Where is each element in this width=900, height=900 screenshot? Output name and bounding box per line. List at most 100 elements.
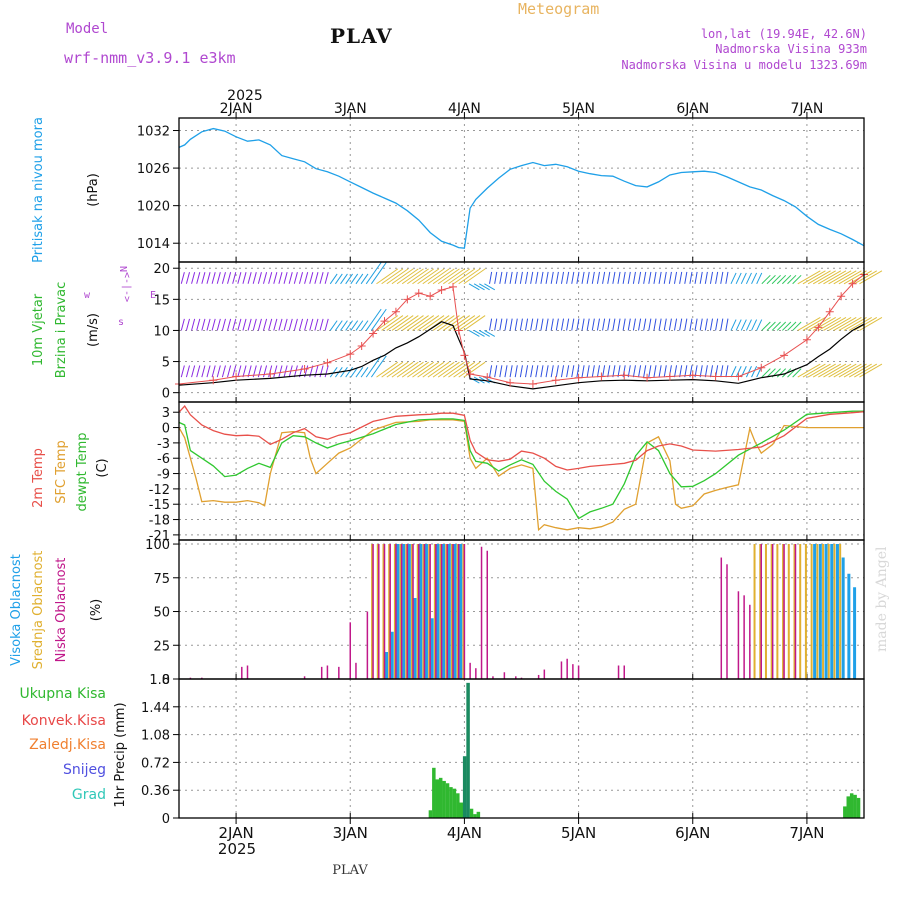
wind-barb <box>489 365 493 378</box>
wind-barb <box>787 321 797 331</box>
wind-barb <box>525 271 529 284</box>
wind-barb <box>252 318 257 331</box>
wind-title-2: Brzina i Pravac <box>54 282 69 379</box>
wind-barb <box>257 272 262 284</box>
wind-gust-marker <box>300 365 309 374</box>
precip-bar <box>442 780 446 818</box>
wind-barb <box>586 318 590 331</box>
wind-gust-marker <box>506 378 515 387</box>
wind-gust-marker <box>780 351 789 360</box>
wind-barb <box>735 272 742 284</box>
wind-barb <box>268 318 273 331</box>
y-tick-label: 1.8 <box>149 673 170 688</box>
top-date-labels: 2JAN 3JAN 4JAN 5JAN 6JAN 7JAN <box>220 101 824 117</box>
wind-barb <box>412 361 435 378</box>
wind-barb <box>412 315 435 331</box>
wind-barb <box>463 268 486 285</box>
wind-barb <box>376 268 399 285</box>
wind-barb <box>602 365 606 378</box>
wind-barb <box>432 361 455 378</box>
wind-gust-marker <box>688 371 697 380</box>
wind-barb <box>324 365 329 378</box>
wind-barb <box>360 366 369 378</box>
wind-gust-marker <box>814 323 823 332</box>
cloud-panel: 100 75 50 25 0 <box>145 538 864 688</box>
wind-barb <box>396 315 419 331</box>
wind-barb <box>196 365 201 378</box>
top-year: 2025 <box>227 88 263 104</box>
wind-barb <box>422 315 445 331</box>
wind-barb <box>391 361 414 378</box>
wind-barb <box>191 272 196 284</box>
precip-bar <box>853 794 857 818</box>
wind-barb <box>422 361 445 378</box>
precip-legend-item: Snijeg <box>63 762 106 778</box>
wind-barb <box>833 270 857 285</box>
wind-barb <box>401 361 424 378</box>
precip-legend-item: Grad <box>72 787 106 803</box>
wind-barb <box>792 274 802 285</box>
wind-barb <box>715 271 719 284</box>
precip-legend: Ukupna Kisa Konvek.Kisa Zaledj.Kisa Snijeg G… <box>19 686 106 803</box>
pressure-line <box>178 127 865 249</box>
wind-barb <box>360 320 369 331</box>
wind-barb <box>751 319 758 331</box>
wind-barb <box>314 318 319 331</box>
wind-barb <box>638 365 642 378</box>
wind-barb <box>709 365 714 378</box>
wind-barb <box>509 318 513 331</box>
precip-legend-item: Ukupna Kisa <box>19 686 106 702</box>
wind-gust-marker <box>802 335 811 344</box>
pressure-title: Pritisak na nivou mora <box>31 117 46 263</box>
pressure-ylabel: (hPa) <box>86 173 101 207</box>
wind-barb <box>227 365 232 378</box>
wind-barb <box>278 365 283 378</box>
wind-barb <box>180 318 185 331</box>
precip-legend-item: Konvek.Kisa <box>22 713 106 729</box>
wind-barb <box>458 268 481 285</box>
wind-barb <box>365 262 382 285</box>
wind-barb <box>596 318 600 331</box>
wind-barb <box>838 363 862 378</box>
wind-barb <box>576 271 580 284</box>
wind-barb <box>221 365 226 378</box>
footer-station: PLAV <box>332 863 368 878</box>
wind-barb <box>761 321 771 331</box>
wind-barb <box>504 365 508 378</box>
wind-barb <box>802 270 826 285</box>
wind-barb <box>658 365 662 378</box>
wind-barb <box>838 317 862 331</box>
wind-barb <box>298 318 304 331</box>
wind-barb <box>273 365 278 378</box>
wind-barb <box>206 365 211 378</box>
top-date-label: 7JAN <box>790 101 823 117</box>
wind-barb <box>499 365 503 378</box>
wind-barb <box>550 318 554 331</box>
wind-barb <box>828 317 852 331</box>
wind-barb <box>648 271 652 284</box>
wind-barb <box>612 271 616 284</box>
wind-barb <box>807 270 831 285</box>
wind-barb <box>751 272 758 284</box>
wind-barb <box>694 318 698 331</box>
y-tick-label: 15 <box>153 293 170 308</box>
wind-barb <box>304 318 309 331</box>
wind-barb <box>468 330 480 337</box>
wind-gust-marker <box>734 372 743 381</box>
wind-barb <box>468 283 480 291</box>
precip-bar <box>449 787 453 818</box>
wind-barb <box>232 318 237 331</box>
wind-barb <box>653 365 657 378</box>
wind-barb <box>401 315 424 331</box>
wind-barb <box>268 272 273 284</box>
wind-barb <box>448 361 471 378</box>
wind-barb <box>221 318 226 331</box>
wind-barb <box>288 318 293 331</box>
wind-barb <box>535 271 539 284</box>
wind-barb <box>663 271 667 284</box>
wind-gust-marker <box>837 292 846 301</box>
wind-barb <box>370 308 387 331</box>
wind-barb <box>293 365 298 378</box>
wind-barb <box>196 272 201 284</box>
wind-barb <box>484 283 496 291</box>
